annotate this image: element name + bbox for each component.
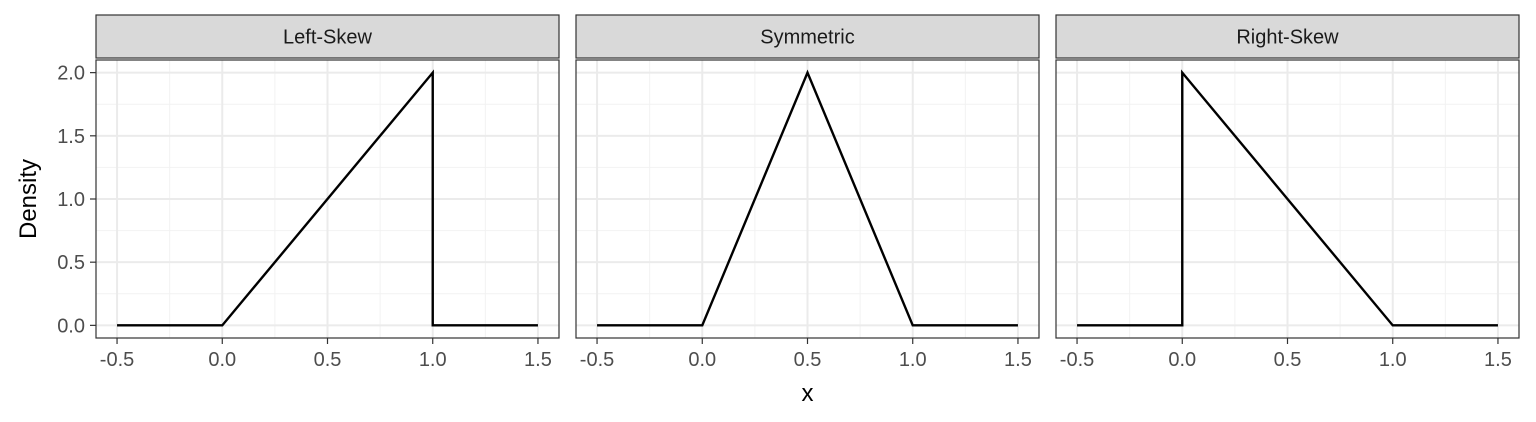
x-tick-label: 0.5 [794,349,822,371]
y-tick-label: 0.0 [57,315,85,337]
y-tick-label: 1.5 [57,126,85,148]
x-tick-label: 1.0 [1379,349,1407,371]
x-tick-label: -0.5 [580,349,614,371]
facet-strip-label: Right-Skew [1236,27,1339,49]
x-tick-label: 0.0 [688,349,716,371]
density-line [1077,69,1498,327]
x-tick-label: 0.0 [1168,349,1196,371]
x-tick-label: 1.5 [1484,349,1512,371]
facet-strip [95,14,560,59]
x-tick-label: 1.0 [419,349,447,371]
x-tick-label: 1.5 [1004,349,1032,371]
facet-panel: Symmetric -0.5 0.0 0.5 1.0 1.5 [575,14,1040,371]
facet-strip [1055,14,1520,59]
x-tick-label: 1.0 [899,349,927,371]
y-axis-title: Density [15,159,42,239]
facet-panel: Left-Skew -0.5 0.0 0.5 1.0 1.5 [95,14,560,371]
facet-strip-label: Symmetric [760,27,854,49]
density-line [117,69,538,327]
facet-panels: Left-Skew -0.5 0.0 0.5 1.0 1.5 Symmetric -0.5 0.… [95,14,1520,371]
density-line [597,69,1018,327]
y-tick-label: 0.5 [57,252,85,274]
x-tick-label: 0.0 [208,349,236,371]
x-axis-title: x [802,380,814,407]
y-tick-label: 1.0 [57,189,85,211]
y-tick-label: 2.0 [57,63,85,85]
facet-strip-label: Left-Skew [283,27,372,49]
facet-strip [575,14,1040,59]
y-axis: 0.0 0.5 1.0 1.5 2.0 [57,63,96,337]
x-tick-label: 1.5 [524,349,552,371]
facet-panel: Right-Skew -0.5 0.0 0.5 1.0 1.5 [1055,14,1520,371]
x-tick-label: 0.5 [314,349,342,371]
x-tick-label: -0.5 [1060,349,1094,371]
x-tick-label: 0.5 [1274,349,1302,371]
x-tick-label: -0.5 [100,349,134,371]
